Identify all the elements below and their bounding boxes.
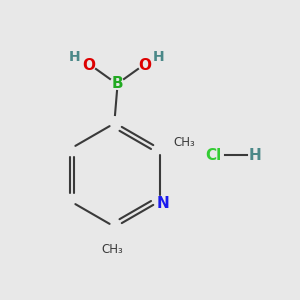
Text: O: O — [82, 58, 95, 73]
Text: N: N — [157, 196, 169, 211]
Text: O: O — [139, 58, 152, 73]
Text: H: H — [153, 50, 165, 64]
Text: Cl: Cl — [205, 148, 221, 163]
Text: CH₃: CH₃ — [173, 136, 195, 149]
Text: H: H — [249, 148, 261, 163]
Text: CH₃: CH₃ — [101, 243, 123, 256]
Text: H: H — [69, 50, 81, 64]
Text: B: B — [111, 76, 123, 91]
